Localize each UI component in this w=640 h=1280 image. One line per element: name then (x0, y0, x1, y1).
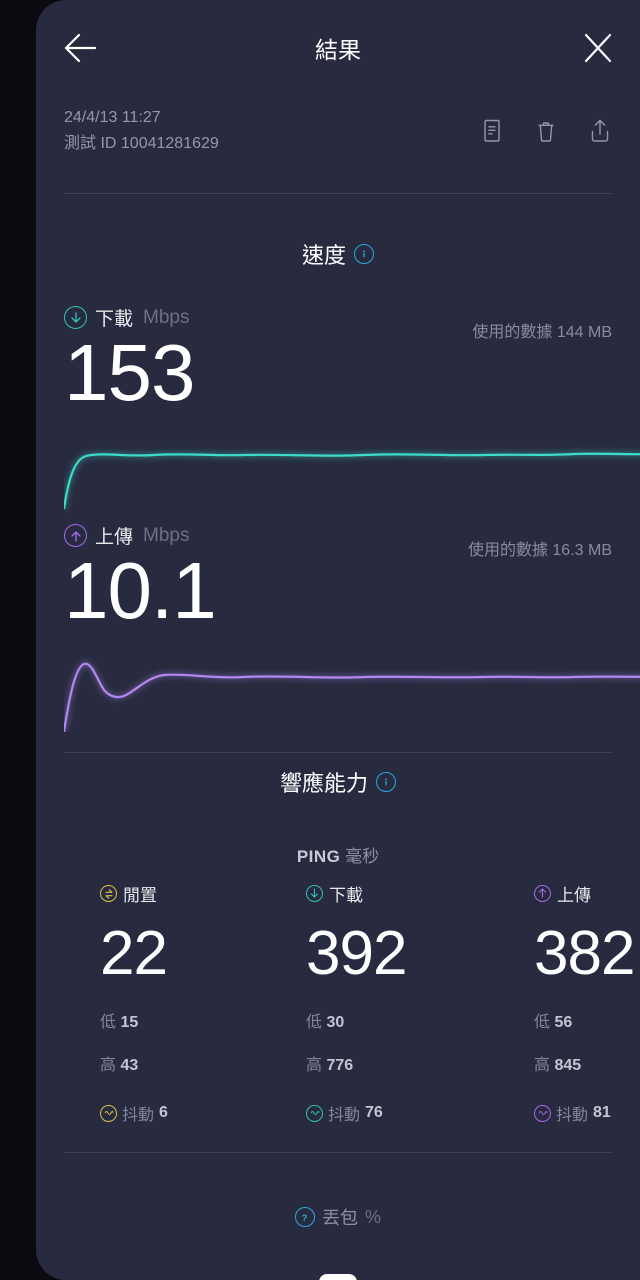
svg-text:?: ? (302, 1213, 308, 1224)
